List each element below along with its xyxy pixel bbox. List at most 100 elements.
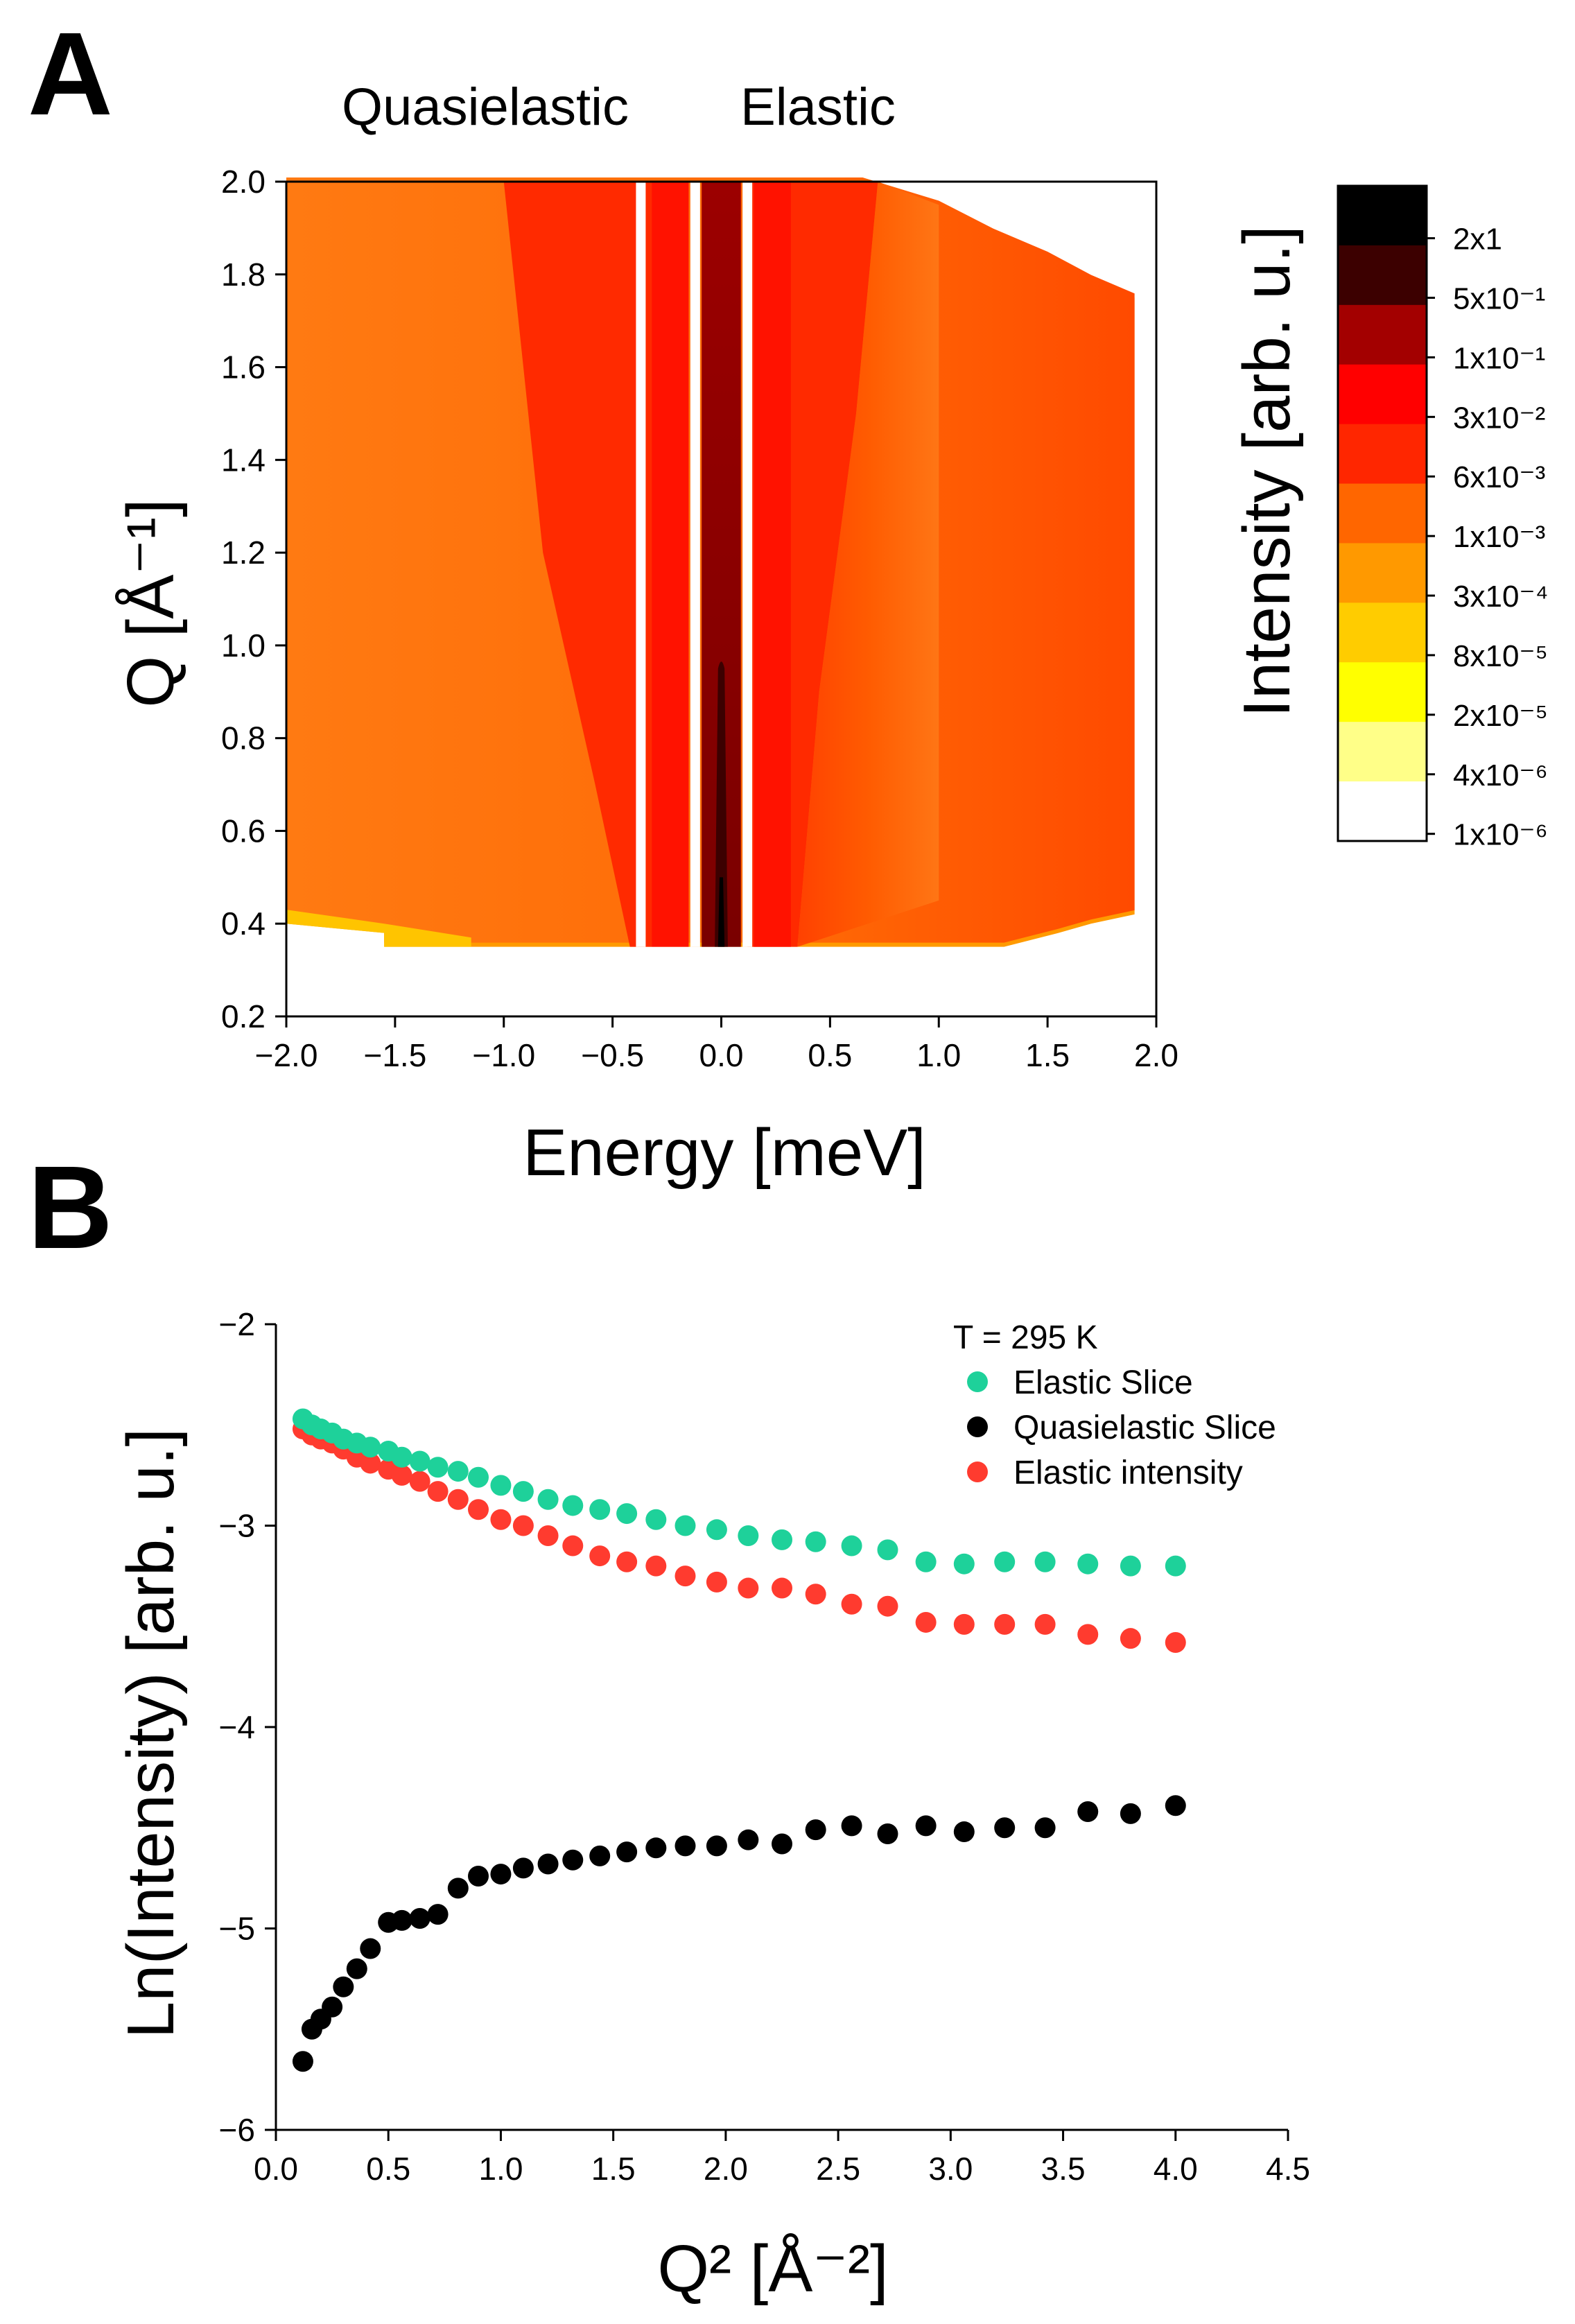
y-tick-label-a: 1.8 [221, 257, 266, 293]
colorbar-swatch [1338, 245, 1427, 306]
colorbar-tick-label: 2x10⁻⁵ [1453, 699, 1548, 733]
heatmap-central-peak [715, 661, 728, 947]
legend-marker-elastic-slice [967, 1371, 988, 1392]
y-tick-label-a: 1.6 [221, 349, 266, 385]
colorbar-tick-label: 1x10⁻³ [1453, 520, 1545, 554]
point-quasielastic-slice [427, 1904, 449, 1925]
heatmap-region-left-red [503, 182, 652, 947]
point-elastic-intensity [953, 1613, 975, 1635]
point-quasielastic-slice [877, 1823, 898, 1844]
colorbar-tick-label: 6x10⁻³ [1453, 460, 1545, 494]
point-quasielastic-slice [994, 1817, 1016, 1839]
legend-title: T = 295 K [953, 1319, 1098, 1356]
legend-label-elastic-slice: Elastic Slice [1013, 1364, 1193, 1401]
x-axis-ticks-a: −2.0 −1.5 −1.0 −0.5 0.0 0.5 1.0 1.5 2.0 [255, 1016, 1178, 1073]
point-quasielastic-slice [805, 1819, 826, 1841]
heatmap-regions [286, 177, 1135, 947]
x-tick-label-a: 1.0 [916, 1037, 961, 1073]
y-axis-title-b: Ln(Intensity) [arb. u.] [114, 1428, 188, 2038]
x-tick-label-a: 0.5 [808, 1037, 852, 1073]
y-tick-label-a: 2.0 [221, 164, 266, 200]
heatmap-gaps [636, 182, 753, 947]
panel-a-heatmap: Quasielastic Elastic −2.0 −1.5 −1.0 −0.5 0.0… [114, 78, 1549, 1190]
panel-b-label: B [28, 1142, 113, 1274]
point-elastic-slice [953, 1553, 975, 1575]
point-quasielastic-slice [391, 1909, 412, 1931]
x-tick-label-a: −0.5 [581, 1037, 644, 1073]
point-elastic-intensity [877, 1595, 898, 1617]
point-quasielastic-slice [915, 1815, 937, 1837]
colorbar-tick-label: 4x10⁻⁶ [1453, 758, 1548, 792]
point-elastic-slice [1077, 1553, 1099, 1575]
point-elastic-intensity [738, 1577, 759, 1599]
panel-a-label: A [28, 8, 113, 140]
point-elastic-intensity [841, 1593, 862, 1615]
point-elastic-intensity [915, 1611, 937, 1633]
point-elastic-slice [409, 1450, 430, 1472]
point-quasielastic-slice [953, 1821, 975, 1843]
colorbar-tick-label: 5x10⁻¹ [1453, 282, 1545, 316]
point-elastic-intensity [537, 1525, 559, 1547]
point-elastic-intensity [391, 1464, 412, 1486]
heatmap-gap-0 [636, 182, 646, 947]
point-elastic-slice [447, 1461, 469, 1482]
point-quasielastic-slice [322, 1996, 343, 2018]
point-elastic-intensity [616, 1551, 638, 1572]
legend-label-quasielastic-slice: Quasielastic Slice [1013, 1410, 1276, 1446]
x-axis-ticks-b: 0.0 0.5 1.0 1.5 2.0 2.5 3.0 3.5 4.0 4.5 [254, 2130, 1310, 2187]
point-quasielastic-slice [1034, 1817, 1056, 1839]
point-elastic-intensity [805, 1584, 826, 1605]
x-tick-label-b: 2.0 [704, 2151, 748, 2187]
colorbar-frame [1337, 184, 1428, 842]
y-tick-label-b: −4 [219, 1709, 255, 1745]
legend-marker-elastic-intensity [967, 1462, 988, 1482]
colorbar-tick-label: 8x10⁻⁵ [1453, 639, 1548, 673]
x-axis-title-a: Energy [meV] [523, 1116, 926, 1190]
point-elastic-intensity [490, 1509, 512, 1530]
legend-label-elastic-intensity: Elastic intensity [1013, 1455, 1243, 1491]
x-tick-label-b: 3.0 [928, 2151, 973, 2187]
x-tick-label-a: 2.0 [1134, 1037, 1178, 1073]
heatmap-gap-2 [742, 182, 753, 947]
point-elastic-intensity [447, 1489, 469, 1510]
legend: T = 295 K Elastic Slice Quasielastic Sli… [953, 1319, 1276, 1491]
header-elastic: Elastic [740, 78, 896, 137]
point-elastic-slice [1165, 1555, 1186, 1577]
point-elastic-slice [706, 1519, 727, 1541]
point-elastic-intensity [360, 1452, 381, 1474]
point-quasielastic-slice [706, 1835, 727, 1857]
point-elastic-slice [877, 1539, 898, 1561]
point-elastic-slice [805, 1531, 826, 1552]
colorbar: 2x1 5x10⁻¹ 1x10⁻¹ 3x10⁻² 6x10⁻³ 1x10⁻³ 3x10⁻⁴ 8… [1337, 184, 1549, 852]
x-tick-label-b: 2.5 [816, 2151, 860, 2187]
point-elastic-intensity [706, 1571, 727, 1593]
point-elastic-slice [360, 1437, 381, 1458]
point-quasielastic-slice [292, 2051, 313, 2072]
point-elastic-intensity [1077, 1624, 1099, 1645]
point-elastic-slice [562, 1495, 584, 1516]
x-tick-label-a: 1.5 [1025, 1037, 1070, 1073]
point-quasielastic-slice [772, 1833, 792, 1855]
colorbar-swatch [1338, 186, 1427, 246]
point-elastic-slice [645, 1509, 667, 1530]
x-axis-title-b: Q² [Å⁻²] [657, 2232, 888, 2306]
colorbar-tick-label: 2x1 [1453, 223, 1502, 257]
y-axis-ticks-b: −2 −3 −4 −5 −6 [219, 1306, 276, 2148]
point-quasielastic-slice [409, 1907, 430, 1929]
point-elastic-slice [589, 1499, 611, 1520]
point-elastic-slice [675, 1515, 696, 1536]
point-elastic-slice [738, 1525, 759, 1547]
point-quasielastic-slice [675, 1835, 696, 1857]
y-tick-label-a: 0.8 [221, 720, 266, 756]
colorbar-tick-label: 3x10⁻⁴ [1453, 580, 1549, 614]
point-quasielastic-slice [1077, 1801, 1099, 1823]
y-tick-label-a: 0.2 [221, 998, 266, 1034]
point-elastic-slice [1120, 1555, 1141, 1577]
panel-b-scatter: 0.0 0.5 1.0 1.5 2.0 2.5 3.0 3.5 4.0 4.5 −2−3−4−5−… [114, 1306, 1310, 2306]
y-tick-label-a: 1.4 [221, 442, 266, 478]
header-quasielastic: Quasielastic [342, 78, 629, 137]
point-elastic-slice [468, 1466, 489, 1488]
colorbar-swatch [1338, 364, 1427, 425]
legend-marker-quasielastic-slice [967, 1416, 988, 1437]
